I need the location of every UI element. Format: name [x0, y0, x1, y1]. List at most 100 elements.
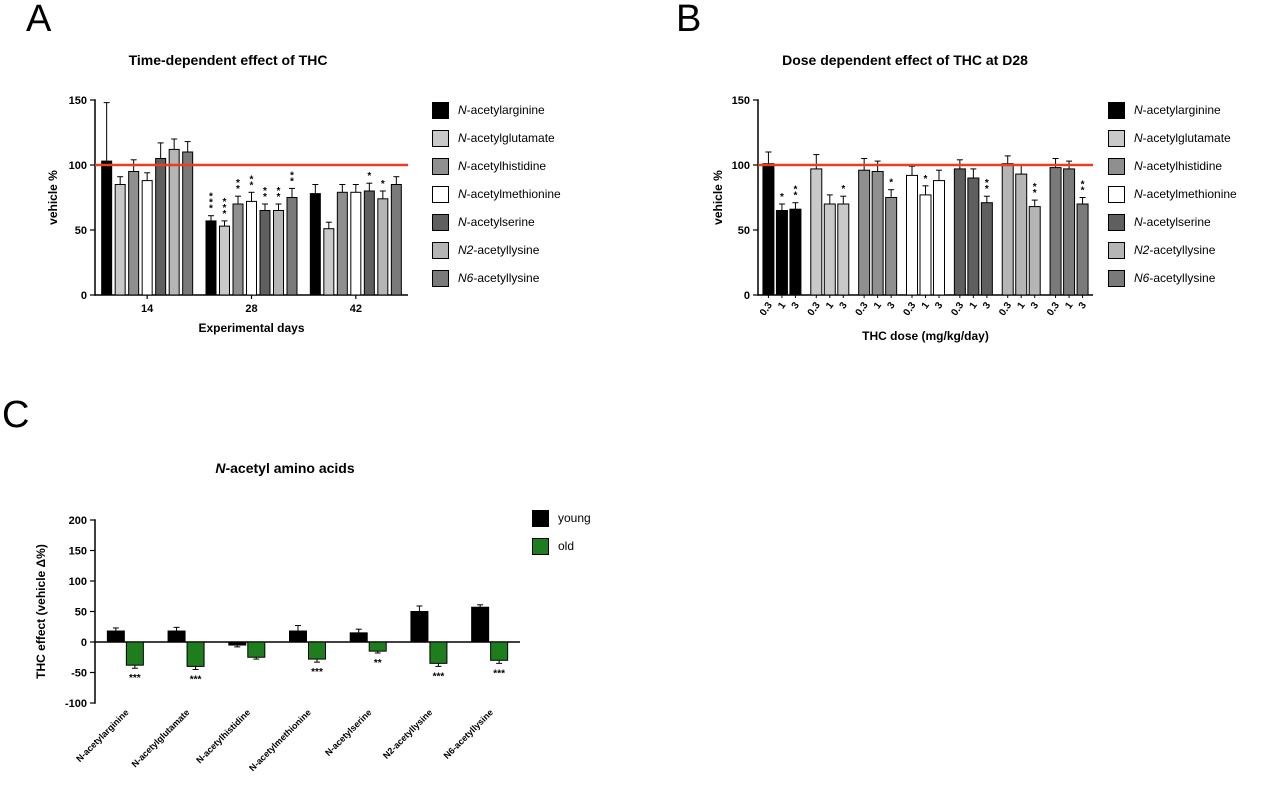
- significance-stars: ***: [433, 671, 445, 682]
- significance-stars: *: [290, 170, 294, 181]
- legend-label: old: [558, 539, 575, 553]
- y-tick-label: 0: [81, 290, 87, 302]
- legend-item: N6-acetyllysine: [1108, 269, 1237, 287]
- panel-a-legend: N-acetylarginine N-acetylglutamate N-acety…: [432, 101, 561, 298]
- dose-label: 1: [968, 300, 980, 311]
- significance-stars: *: [1033, 182, 1037, 193]
- significance-stars: *: [924, 174, 928, 185]
- significance-stars: *: [223, 197, 227, 208]
- dose-label: 0.3: [997, 300, 1014, 318]
- y-axis-label: vehicle %: [711, 170, 725, 225]
- legend-item: N-acetylglutamate: [432, 129, 561, 147]
- dose-label: 1: [1015, 300, 1027, 311]
- category-label: 28: [245, 303, 257, 315]
- bar: [323, 228, 335, 296]
- bar: [101, 160, 113, 296]
- bar: [167, 630, 186, 643]
- legend-item: N-acetylserine: [432, 213, 561, 231]
- significance-stars: *: [236, 184, 240, 195]
- significance-stars: *: [236, 178, 240, 189]
- panel-c-chart: -100 -50 0 50 100 150 200 *** N-acetylarginine **…: [34, 515, 520, 773]
- bar: [273, 210, 284, 296]
- bar: [205, 220, 217, 296]
- legend-item: old: [532, 537, 591, 555]
- legend-swatch: [1108, 213, 1125, 231]
- dose-label: 3: [1029, 300, 1041, 311]
- panel-c-legend: young old: [532, 509, 591, 566]
- legend-label: N2-acetyllysine: [458, 243, 540, 257]
- bar: [308, 641, 326, 660]
- legend-swatch: [1108, 129, 1125, 147]
- y-tick-label: 50: [75, 607, 87, 619]
- bar: [246, 200, 257, 296]
- significance-stars: *: [381, 179, 385, 190]
- legend-swatch: [432, 157, 449, 175]
- legend-label: N-acetylserine: [458, 215, 535, 229]
- significance-stars: *: [223, 209, 227, 220]
- legend-label: N-acetylarginine: [1134, 103, 1221, 117]
- bar: [858, 169, 871, 296]
- bar: [810, 168, 823, 296]
- bar: [471, 606, 490, 643]
- significance-stars: *: [1033, 188, 1037, 199]
- bar: [933, 180, 945, 296]
- bar: [286, 197, 298, 296]
- legend-item: N2-acetyllysine: [432, 241, 561, 259]
- legend-label: N2-acetyllysine: [1134, 243, 1216, 257]
- significance-stars: *: [263, 186, 267, 197]
- bar: [125, 641, 144, 666]
- legend-item: N-acetylarginine: [1108, 101, 1237, 119]
- legend-item: N-acetylhistidine: [1108, 157, 1237, 175]
- bar: [377, 198, 389, 296]
- dose-label: 0.3: [901, 300, 918, 318]
- y-tick-label: 100: [69, 576, 87, 588]
- legend-swatch: [532, 537, 549, 555]
- legend-swatch: [1108, 157, 1125, 175]
- y-tick-label: 0: [81, 637, 87, 649]
- bar: [1049, 167, 1062, 296]
- legend-label: N6-acetyllysine: [1134, 271, 1216, 285]
- significance-stars: *: [223, 203, 227, 214]
- bar: [762, 163, 775, 296]
- legend-label: N-acetylmethionine: [1134, 187, 1237, 201]
- x-axis-label: THC dose (mg/kg/day): [862, 329, 989, 343]
- dose-label: 3: [885, 300, 897, 311]
- bar: [1076, 203, 1089, 296]
- significance-stars: ***: [129, 673, 141, 684]
- category-label: N-acetylserine: [323, 707, 374, 758]
- bar: [906, 174, 918, 296]
- panel-c-label: C: [2, 394, 30, 436]
- legend-label: N-acetylglutamate: [458, 131, 555, 145]
- category-label: N-acetylmethionine: [247, 707, 313, 773]
- panel-b-title: Dose dependent effect of THC at D28: [782, 52, 1028, 68]
- legend-swatch: [1108, 269, 1125, 287]
- legend-item: N-acetylhistidine: [432, 157, 561, 175]
- significance-stars: *: [1081, 180, 1085, 191]
- panel-b-legend: N-acetylarginine N-acetylglutamate N-acety…: [1108, 101, 1237, 298]
- dose-label: 3: [933, 300, 945, 311]
- dose-label: 3: [790, 300, 802, 311]
- bar: [1001, 163, 1014, 296]
- legend-swatch: [1108, 185, 1125, 203]
- bar: [1015, 173, 1028, 296]
- bar: [259, 210, 271, 296]
- y-tick-label: 150: [69, 95, 87, 107]
- bar: [155, 158, 167, 296]
- dose-label: 1: [776, 300, 788, 311]
- legend-swatch: [1108, 101, 1125, 119]
- bar: [871, 171, 884, 296]
- bar: [410, 611, 429, 643]
- bar: [885, 197, 898, 296]
- y-tick-label: -100: [65, 698, 87, 710]
- significance-stars: *: [841, 184, 845, 195]
- significance-stars: *: [277, 186, 281, 197]
- significance-stars: *: [1081, 186, 1085, 197]
- legend-label: N-acetylserine: [1134, 215, 1211, 229]
- significance-stars: ***: [190, 674, 202, 685]
- significance-stars: *: [209, 198, 213, 209]
- legend-label: N-acetylmethionine: [458, 187, 561, 201]
- category-label: 14: [141, 303, 154, 315]
- y-tick-label: 50: [75, 225, 87, 237]
- bar: [350, 191, 362, 296]
